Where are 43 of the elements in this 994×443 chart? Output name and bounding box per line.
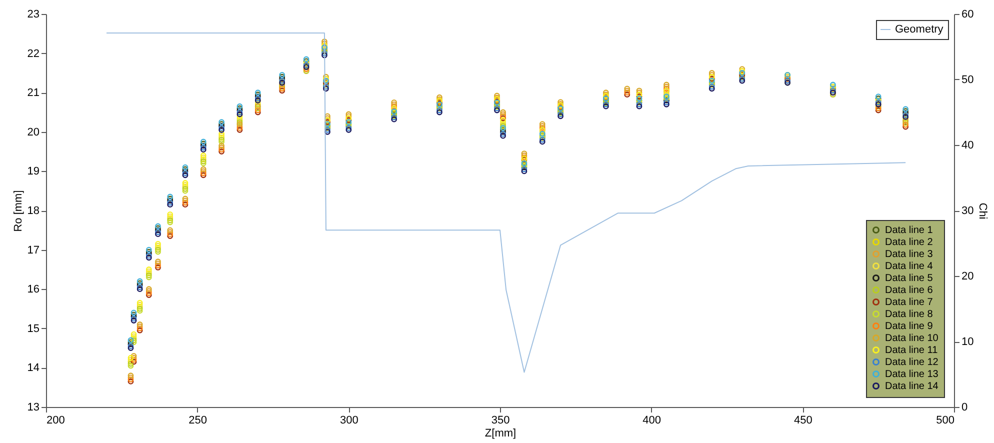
y-tick-label: 21	[27, 87, 40, 100]
legend-label: Data line 14	[885, 381, 939, 392]
x-tick-label: 500	[936, 414, 954, 426]
x-tick-label: 200	[46, 414, 65, 426]
x-tick-label: 450	[794, 414, 812, 426]
x-tick-label: 300	[340, 414, 358, 426]
y-tick-label: 16	[27, 284, 40, 296]
legend-label: Data line 8	[885, 309, 934, 320]
legend-label: Data line 5	[885, 273, 934, 284]
legend-label: Data line 9	[885, 321, 934, 332]
y2-tick-label: 60	[962, 8, 974, 20]
y-tick-label: 22	[27, 48, 40, 60]
legend-label: Data line 2	[885, 237, 934, 248]
x-tick-label: 250	[188, 414, 208, 426]
legend-label: Data line 6	[885, 285, 934, 296]
y2-tick-label: 40	[962, 140, 974, 152]
legend-label: Data line 1	[885, 225, 934, 236]
y2-axis-title: Chi	[976, 202, 989, 220]
y-tick-label: 18	[27, 205, 40, 217]
legend-label: Data line 3	[885, 249, 934, 260]
legend-label: Data line 10	[885, 333, 939, 344]
y-tick-label: 13	[27, 402, 40, 414]
y2-tick-label: 50	[962, 74, 974, 86]
y-axis-title: Ro [mm]	[12, 190, 24, 232]
y-tick-label: 14	[27, 362, 40, 374]
y2-tick-label: 0	[962, 402, 968, 414]
y2-tick-label: 20	[962, 270, 974, 282]
x-axis-title: Z[mm]	[484, 428, 516, 440]
legend-label: Data line 7	[885, 297, 934, 308]
y2-tick-label: 10	[962, 336, 974, 348]
y-tick-label: 15	[27, 322, 40, 335]
x-tick-label: 350	[491, 414, 510, 426]
legend-label: Data line 12	[885, 357, 939, 368]
y2-tick-label: 30	[962, 205, 974, 217]
y-tick-label: 23	[27, 8, 40, 20]
y-tick-label: 20	[27, 126, 40, 138]
legend-label: Data line 11	[885, 345, 938, 356]
y-tick-label: 17	[27, 244, 40, 256]
legend-label: Geometry	[895, 24, 944, 36]
y-tick-label: 19	[27, 166, 40, 178]
legend-label: Data line 4	[885, 261, 934, 272]
legend-label: Data line 13	[885, 369, 939, 380]
x-tick-label: 400	[642, 414, 662, 426]
